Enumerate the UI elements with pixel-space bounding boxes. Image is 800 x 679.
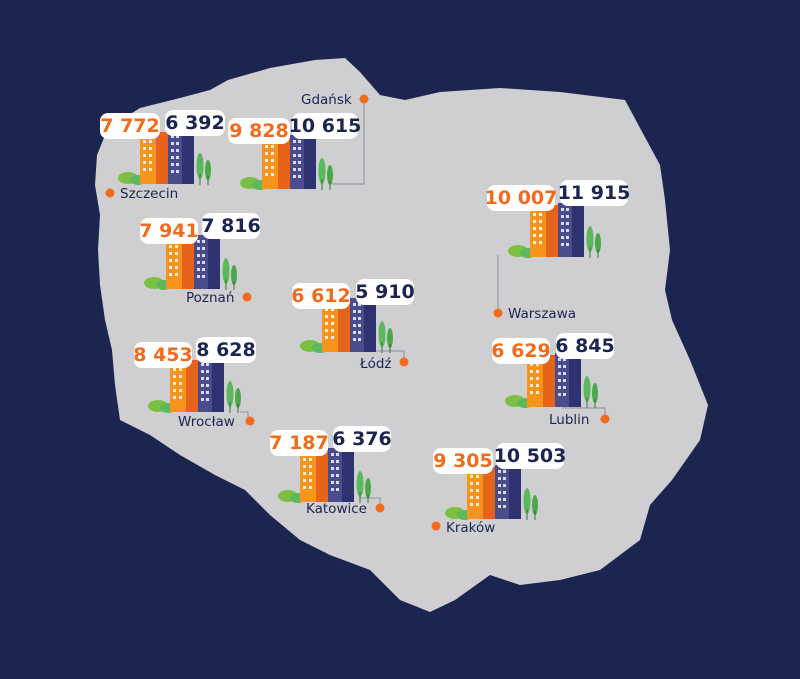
orange-value: 8 453 [133, 344, 193, 366]
orange-value-box [433, 448, 493, 474]
city-label: Wrocław [178, 414, 235, 430]
city-wroclaw: 8 453 8 628 Wrocław [133, 337, 256, 430]
orange-value-box [292, 283, 350, 309]
orange-value: 10 007 [485, 187, 558, 209]
city-katowice: 7 187 6 376 Katowice [269, 426, 392, 517]
orange-value: 9 305 [433, 450, 493, 472]
navy-value: 5 910 [355, 281, 415, 303]
city-lublin: 6 629 6 845 Lublin [491, 333, 615, 428]
city-lodz: 6 612 5 910 Łódź [291, 279, 415, 372]
orange-value-box [134, 342, 192, 368]
navy-value: 6 392 [165, 112, 225, 134]
city-marker [375, 503, 385, 513]
city-marker [245, 416, 255, 426]
city-gdansk: 9 828 10 615 Gdańsk [228, 92, 369, 191]
city-marker [431, 521, 441, 531]
orange-value: 7 941 [139, 220, 199, 242]
navy-value: 8 628 [196, 339, 256, 361]
orange-value-box [100, 113, 160, 139]
city-warszawa: 10 007 11 915 Warszawa [485, 180, 631, 322]
orange-value: 6 629 [491, 340, 551, 362]
orange-value-box [270, 430, 328, 456]
navy-value: 7 816 [201, 215, 261, 237]
city-label: Gdańsk [301, 92, 352, 108]
city-marker [105, 188, 115, 198]
navy-value-box [496, 443, 564, 469]
orange-value: 7 187 [269, 432, 329, 454]
navy-value: 6 376 [332, 428, 392, 450]
orange-value: 9 828 [229, 120, 289, 142]
navy-value-box [333, 426, 391, 452]
navy-value-box [165, 110, 225, 136]
navy-value-box [196, 337, 256, 363]
navy-value: 6 845 [555, 335, 615, 357]
orange-value-box [140, 218, 198, 244]
city-label: Warszawa [508, 306, 576, 322]
navy-value-box [292, 113, 358, 139]
city-marker [359, 94, 369, 104]
city-label: Szczecin [120, 186, 178, 202]
city-krakow: 9 305 10 503 Kraków [431, 443, 567, 536]
orange-value-box [492, 338, 550, 364]
city-label: Katowice [306, 501, 367, 517]
navy-value: 11 915 [558, 182, 631, 204]
city-marker [493, 308, 503, 318]
orange-value: 6 612 [291, 285, 351, 307]
navy-value-box [556, 333, 614, 359]
city-marker [600, 414, 610, 424]
navy-value-box [202, 213, 260, 239]
city-label: Łódź [359, 356, 392, 372]
orange-value: 7 772 [100, 115, 160, 137]
city-marker [242, 292, 252, 302]
city-marker [399, 357, 409, 367]
city-poznan: 7 941 7 816 Poznań [139, 213, 261, 306]
city-label: Lublin [549, 412, 589, 428]
navy-value-box [356, 279, 414, 305]
orange-value-box [487, 185, 555, 211]
navy-value: 10 503 [494, 445, 567, 467]
orange-value-box [228, 118, 290, 144]
city-szczecin: 7 772 6 392 Szczecin [100, 110, 225, 202]
city-label: Kraków [446, 520, 495, 536]
navy-value-box [560, 180, 628, 206]
navy-value: 10 615 [289, 115, 362, 137]
city-label: Poznań [186, 290, 234, 306]
